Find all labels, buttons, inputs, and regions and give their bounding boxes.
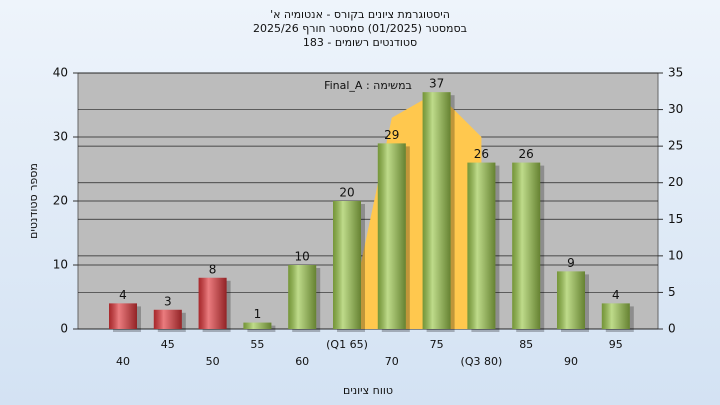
y-tick-label: 20 (53, 194, 68, 208)
chart-subtitle: בסמסטר (01/2025) סמסטר חורף 2025/26 (253, 22, 467, 35)
y-tick-label: 0 (60, 322, 68, 336)
y-tick-label: 40 (53, 66, 68, 80)
x-tick-label: 45 (161, 338, 175, 351)
x-tick-label: 60 (295, 355, 309, 368)
x-tick-label: (Q3 80) (461, 355, 503, 368)
data-label: 8 (209, 262, 217, 276)
bar-shade (153, 309, 182, 329)
y2-tick-label: 30 (668, 102, 683, 116)
y2-tick-label: 15 (668, 212, 683, 226)
data-label: 26 (474, 147, 489, 161)
bar-shade (377, 143, 406, 329)
y2-tick-label: 5 (668, 285, 676, 299)
data-label: 4 (612, 288, 620, 302)
data-label: 3 (164, 294, 172, 308)
data-label: 37 (429, 77, 444, 91)
bar-shade (333, 201, 361, 329)
x-tick-label: 90 (564, 355, 578, 368)
x-tick-label: 55 (250, 338, 264, 351)
data-label: 10 (295, 250, 310, 264)
y2-tick-label: 0 (668, 322, 676, 336)
bar-shade (198, 277, 227, 329)
data-label: 29 (384, 128, 399, 142)
x-tick-label: 40 (116, 355, 130, 368)
y2-tick-label: 10 (668, 248, 683, 262)
bar-shade (512, 162, 541, 329)
data-label: 20 (339, 186, 354, 200)
x-tick-label: 95 (609, 338, 623, 351)
y2-tick-label: 25 (668, 139, 683, 153)
x-tick-label: 70 (385, 355, 399, 368)
x-tick-label: 50 (206, 355, 220, 368)
x-tick-label: (Q1 65) (326, 338, 368, 351)
data-label: 26 (519, 147, 534, 161)
bar-shade (288, 265, 317, 329)
y-tick-label: 10 (53, 258, 68, 272)
y2-tick-label: 20 (668, 175, 683, 189)
data-label: 1 (254, 307, 262, 321)
y-axis-title: מספר סטודנטים (27, 163, 40, 239)
x-axis-title: טווח ציונים (343, 384, 393, 397)
y2-tick-label: 35 (668, 66, 683, 80)
bar-shade (557, 271, 585, 329)
annotation: במשימה : Final_A (324, 79, 412, 92)
bar-shade (109, 303, 137, 329)
bar-shade (243, 322, 272, 329)
x-tick-label: 75 (430, 338, 444, 351)
data-label: 9 (567, 256, 575, 270)
bar-shade (601, 303, 630, 329)
bar-shade (467, 162, 496, 329)
x-tick-label: 85 (519, 338, 533, 351)
y-tick-label: 30 (53, 130, 68, 144)
chart-subtitle: סטודנטים רשומים - 183 (303, 36, 417, 49)
bar-shade (422, 92, 451, 329)
chart-title: היסטוגרמת ציונים בקורס - אנטומיה א' (270, 8, 450, 21)
data-label: 4 (119, 288, 127, 302)
